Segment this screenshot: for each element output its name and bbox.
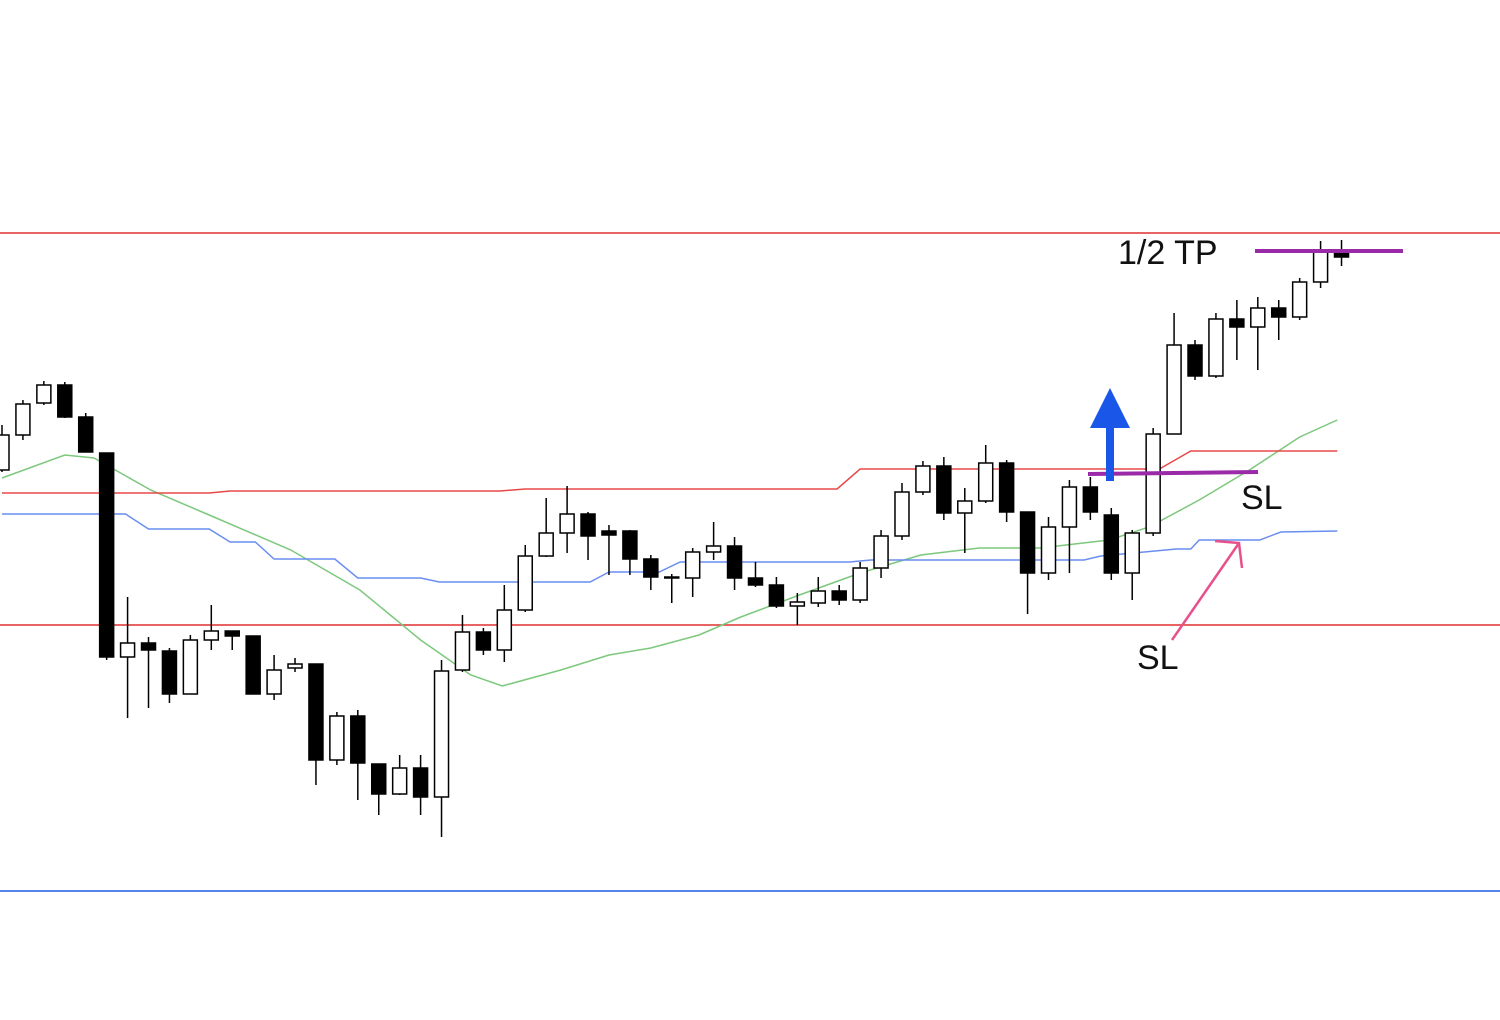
candle-body (559, 513, 575, 534)
candle-body (140, 642, 157, 651)
candle-body (1312, 250, 1329, 283)
candle-body (1291, 281, 1308, 318)
candle-body (1061, 486, 1078, 528)
candle-body (433, 670, 450, 798)
plot-area (0, 232, 1500, 892)
candle-body (873, 535, 889, 569)
candle-body (329, 715, 345, 761)
candle-body (370, 763, 387, 795)
candle-body (538, 532, 554, 557)
candle-body (977, 462, 994, 502)
candle-body (287, 663, 303, 669)
candle-body (957, 500, 973, 514)
candle-body (0, 434, 10, 471)
candle-body (203, 630, 220, 641)
pointer-arrow (1170, 539, 1244, 641)
candle-body (15, 403, 31, 436)
candle-body (412, 767, 429, 798)
candle-body (915, 465, 931, 493)
candle-body (810, 590, 827, 604)
candle-body (119, 642, 136, 658)
candle-body (1270, 307, 1287, 318)
candle-body (475, 631, 492, 651)
candle-body (57, 384, 73, 418)
candle-body (517, 555, 533, 611)
candle-body (98, 452, 115, 658)
annotation: 1/2 TP (1118, 234, 1218, 272)
candle-body (1082, 486, 1099, 513)
stop-loss-line (1087, 470, 1259, 476)
candle-body (998, 462, 1015, 513)
candle-body (643, 558, 659, 578)
candle-body (1019, 511, 1036, 574)
candle-body (454, 631, 471, 671)
candle-body (1145, 433, 1161, 534)
candle-body (664, 576, 680, 579)
candle-body (622, 530, 638, 560)
candle-body (831, 590, 847, 601)
candle-body (1040, 526, 1057, 574)
candle-body (36, 384, 52, 404)
annotation: SL (1137, 639, 1179, 677)
candle-body (852, 567, 868, 601)
candle-body (705, 545, 722, 553)
candle-body (601, 530, 617, 536)
candle-body (1103, 514, 1120, 574)
entry-arrow (1090, 388, 1130, 481)
indicator-line (2, 450, 1338, 494)
candle-body (1166, 344, 1182, 435)
candle-body (1208, 318, 1224, 377)
candle-body (1124, 532, 1140, 574)
candle-body (161, 650, 178, 695)
annotation: SL (1241, 479, 1283, 517)
candle-body (224, 630, 240, 637)
candle-body (747, 577, 764, 586)
candle-body (580, 513, 596, 537)
candle-body (936, 465, 952, 514)
candle-body (245, 635, 261, 695)
candle-body (789, 601, 806, 607)
indicator-line (1, 419, 1338, 687)
candle-body (77, 416, 94, 453)
candle-body (496, 609, 513, 651)
candle-body (308, 663, 324, 761)
candle-body (266, 669, 282, 695)
candle-body (726, 545, 743, 579)
candle-body (391, 767, 408, 795)
candle-body (350, 715, 366, 764)
candle-body (1187, 344, 1203, 377)
candle-body (894, 491, 910, 537)
candle-body (1229, 318, 1245, 328)
candle-body (768, 584, 785, 607)
candle-body (1250, 307, 1266, 328)
candle-body (684, 551, 701, 579)
candle-body (182, 639, 199, 695)
